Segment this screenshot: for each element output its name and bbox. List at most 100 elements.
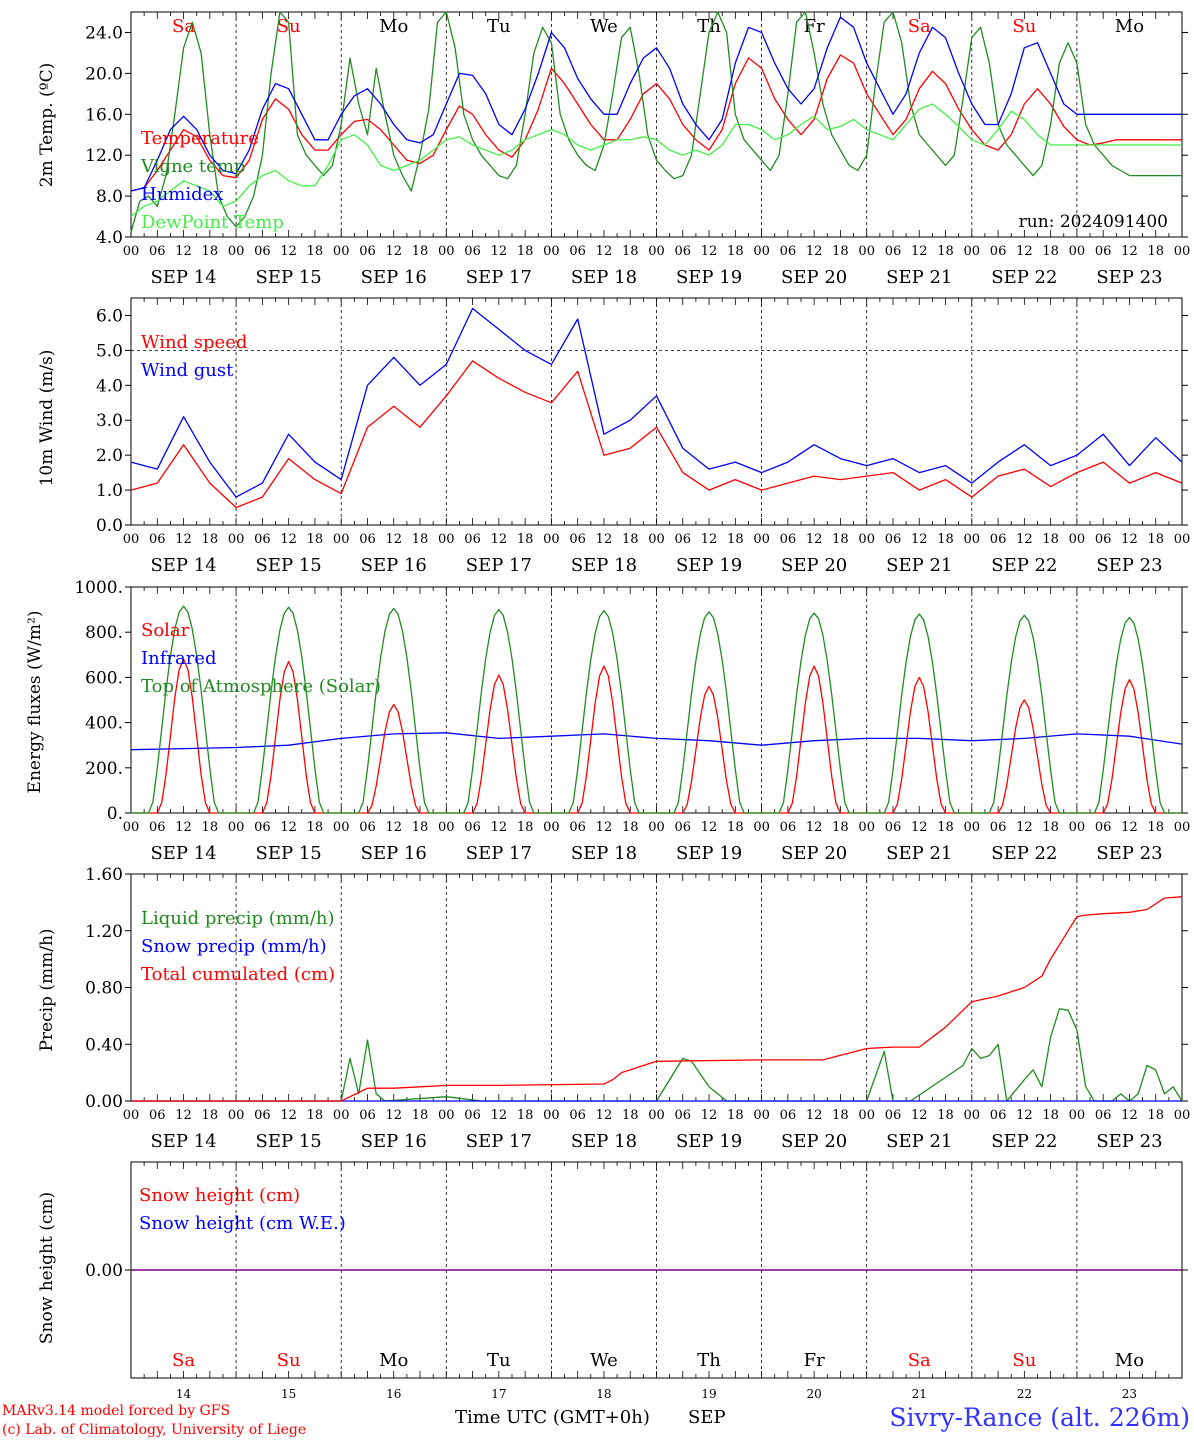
x-hour-label: 18 xyxy=(727,244,744,259)
x-date-label: SEP 19 xyxy=(676,267,742,288)
weekday-label: Tu xyxy=(487,16,511,37)
x-hour-label: 00 xyxy=(753,820,770,835)
x-date-label: SEP 17 xyxy=(466,555,532,576)
x-hour-label: 00 xyxy=(333,532,350,547)
x-date-label: SEP 16 xyxy=(361,843,427,864)
x-hour-label: 00 xyxy=(1069,532,1086,547)
x-hour-label: 00 xyxy=(858,820,875,835)
x-hour-label: 00 xyxy=(543,1108,560,1123)
x-hour-label: 06 xyxy=(569,1108,586,1123)
x-hour-label: 18 xyxy=(517,1108,534,1123)
day-number-label: 17 xyxy=(491,1387,506,1401)
x-hour-label: 00 xyxy=(1069,820,1086,835)
x-hour-label: 00 xyxy=(858,1108,875,1123)
x-hour-label: 12 xyxy=(596,532,613,547)
x-date-label: SEP 19 xyxy=(676,555,742,576)
x-date-label: SEP 20 xyxy=(781,1131,847,1152)
x-hour-label: 12 xyxy=(701,820,718,835)
x-hour-label: 18 xyxy=(622,244,639,259)
x-hour-label: 12 xyxy=(911,1108,928,1123)
x-date-label: SEP 15 xyxy=(256,267,322,288)
panel-temperature: 4.0 8.0 12.0 16.0 20.0 24.0 00 06 12 18 00 06 12 18 00… xyxy=(85,11,1191,288)
x-hour-label: 12 xyxy=(175,532,192,547)
snow-legend-we: Snow height (cm W.E.) xyxy=(139,1213,346,1234)
x-hour-label: 12 xyxy=(911,244,928,259)
weekday-label: Sa xyxy=(908,16,931,37)
y-tick-label: 1.0 xyxy=(96,481,123,501)
panel-wind: 0.0 1.0 2.0 3.0 4.0 5.0 6.0 00 06 12 18 00 06 12 18 00 0… xyxy=(96,297,1190,576)
x-hour-label: 12 xyxy=(806,820,823,835)
x-hour-label: 18 xyxy=(412,820,429,835)
x-hour-label: 06 xyxy=(990,244,1007,259)
x-hour-label: 06 xyxy=(464,532,481,547)
x-hour-label: 18 xyxy=(937,532,954,547)
x-date-label: SEP 18 xyxy=(571,267,637,288)
x-hour-label: 00 xyxy=(648,820,665,835)
x-hour-label: 18 xyxy=(1042,820,1059,835)
x-hour-label: 06 xyxy=(990,1108,1007,1123)
x-date-label: SEP 15 xyxy=(256,555,322,576)
y-tick-label: 6.0 xyxy=(96,306,123,326)
y-tick-label: 600. xyxy=(85,668,123,688)
x-hour-label: 12 xyxy=(175,244,192,259)
location-title: Sivry-Rance (alt. 226m) xyxy=(889,1403,1190,1432)
x-hour-label: 00 xyxy=(228,820,245,835)
x-date-label: SEP 18 xyxy=(571,843,637,864)
x-date-label: SEP 20 xyxy=(781,555,847,576)
x-axis-title: Time UTC (GMT+0h) xyxy=(455,1407,650,1428)
panel-precip: 0.00 0.40 0.80 1.20 1.60 00 06 12 18 00 06 12 18 00 06… xyxy=(85,865,1190,1152)
x-hour-label: 12 xyxy=(806,532,823,547)
x-hour-label: 18 xyxy=(1042,1108,1059,1123)
x-hour-label: 00 xyxy=(228,1108,245,1123)
x-date-label: SEP 14 xyxy=(150,555,216,576)
x-hour-label: 18 xyxy=(832,1108,849,1123)
y-tick-label: 1.60 xyxy=(85,865,123,885)
y-tick-label: 0.00 xyxy=(85,1261,123,1281)
precip-legend-snow: Snow precip (mm/h) xyxy=(141,936,327,957)
weekday-label: Sa xyxy=(172,16,195,37)
x-hour-label: 06 xyxy=(149,532,166,547)
weekday-label: Su xyxy=(1012,1350,1036,1371)
day-number-label: 23 xyxy=(1122,1387,1137,1401)
x-hour-label: 18 xyxy=(1042,244,1059,259)
x-hour-label: 18 xyxy=(622,820,639,835)
x-date-label: SEP 20 xyxy=(781,843,847,864)
x-hour-label: 00 xyxy=(333,820,350,835)
day-number-label: 19 xyxy=(701,1387,716,1401)
x-hour-label: 18 xyxy=(412,532,429,547)
x-hour-label: 00 xyxy=(648,1108,665,1123)
x-hour-label: 18 xyxy=(1147,820,1164,835)
temp-legend-dewpoint: DewPoint Temp xyxy=(141,212,284,233)
x-hour-label: 06 xyxy=(149,244,166,259)
x-hour-label: 18 xyxy=(727,532,744,547)
energy-legend-solar: Solar xyxy=(141,620,190,641)
x-hour-label: 18 xyxy=(307,820,324,835)
x-hour-label: 18 xyxy=(517,532,534,547)
credit-line-2: (c) Lab. of Climatology, University of L… xyxy=(2,1422,306,1438)
series-line-top-of-atmosphere-solar xyxy=(131,605,1182,814)
x-hour-label: 18 xyxy=(202,244,219,259)
series-line-wind-speed xyxy=(130,360,1183,509)
series-line-temperature xyxy=(130,54,1182,192)
x-date-label: SEP 19 xyxy=(676,843,742,864)
y-tick-label: 800. xyxy=(85,623,123,643)
x-hour-label: 18 xyxy=(307,532,324,547)
x-hour-label: 18 xyxy=(832,244,849,259)
x-hour-label: 00 xyxy=(1174,244,1191,259)
x-hour-label: 12 xyxy=(1121,820,1138,835)
series-line-liquid-precip-mm-h xyxy=(131,1008,1183,1102)
x-hour-label: 00 xyxy=(753,1108,770,1123)
x-hour-label: 00 xyxy=(333,244,350,259)
x-date-label: SEP 23 xyxy=(1096,555,1162,576)
y-tick-label: 200. xyxy=(85,759,123,779)
y-tick-label: 8.0 xyxy=(96,187,123,207)
x-hour-label: 18 xyxy=(622,532,639,547)
y-tick-label: 0. xyxy=(107,804,123,824)
x-hour-label: 06 xyxy=(359,244,376,259)
series-line-humidex xyxy=(130,16,1182,192)
x-hour-label: 06 xyxy=(675,1108,692,1123)
energy-legend-infrared: Infrared xyxy=(141,648,216,669)
weekday-label: Sa xyxy=(908,1350,931,1371)
x-axis-month: SEP xyxy=(688,1407,726,1428)
